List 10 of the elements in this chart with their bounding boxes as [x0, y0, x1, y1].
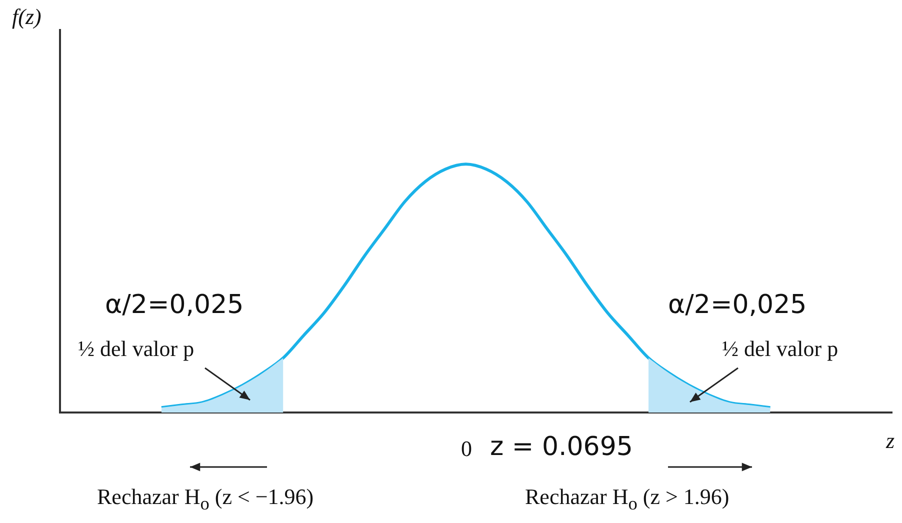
text: 0: [461, 436, 472, 462]
annotation: ½ del valor p: [78, 336, 194, 362]
text: z = 0.0695: [490, 432, 633, 462]
text: f(z): [12, 4, 42, 30]
annotation: ½ del valor p: [722, 336, 838, 362]
text: Rechazar H$_{o}$ (z > 1.96): [525, 484, 730, 514]
x-axis-title: z: [886, 428, 895, 454]
text: Rechazar H$_{o}$ (z < −1.96): [97, 484, 314, 514]
annotation: α/2=0,025: [105, 290, 244, 320]
annotation: α/2=0,025: [668, 290, 807, 320]
